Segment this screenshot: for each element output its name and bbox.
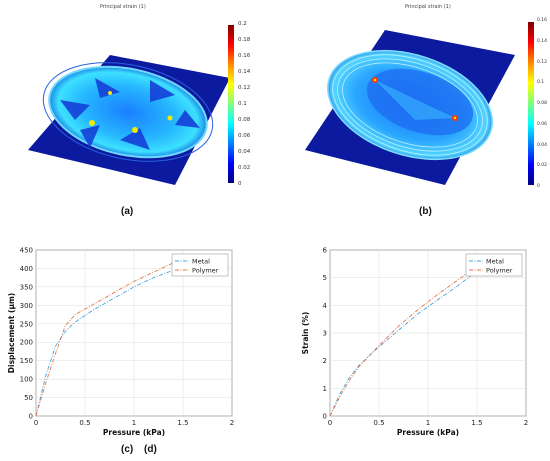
ring-lines xyxy=(332,54,488,156)
x-tick-label: 1.5 xyxy=(177,419,188,427)
panel-b-title: Principal strain (1) xyxy=(405,4,451,10)
series-line-metal xyxy=(329,274,473,417)
legend-box xyxy=(171,253,229,277)
colorbar-tick: 0.08 xyxy=(537,101,548,106)
colorbar-tick: 0.12 xyxy=(238,85,251,91)
y-tick-label: 150 xyxy=(20,357,33,365)
y-tick-label: 6 xyxy=(323,247,328,255)
x-tick-label: 1.5 xyxy=(471,419,482,427)
colorbar-a xyxy=(228,25,234,183)
colorbar-tick: 0.06 xyxy=(238,133,251,139)
x-tick-label: 0 xyxy=(34,419,38,427)
x-axis-label: Pressure (kPa) xyxy=(397,428,459,437)
x-tick-label: 2 xyxy=(524,419,528,427)
panel-b: Principal strain (1) 0 xyxy=(275,0,550,230)
series-line-polymer xyxy=(329,269,473,417)
colorbar-tick: 0.12 xyxy=(537,59,548,65)
colorbar-tick: 0.08 xyxy=(238,117,251,123)
legend-label: Polymer xyxy=(192,267,219,275)
legend-label: Metal xyxy=(486,258,504,266)
y-tick-label: 450 xyxy=(20,247,33,255)
y-tick-label: 0 xyxy=(323,413,327,421)
colorbar-tick: 0.18 xyxy=(238,37,251,43)
y-tick-label: 2 xyxy=(323,357,327,365)
hot-spots xyxy=(89,91,173,133)
colorbar-tick: 0.14 xyxy=(238,69,251,75)
y-tick-label: 50 xyxy=(24,394,33,402)
y-tick-label: 300 xyxy=(20,302,33,310)
y-axis-label: Strain (%) xyxy=(301,312,310,355)
chart-displacement: 0 0.5 1 1.5 2 0 50 100 150 200 250 300 350 400 450 Pres… xyxy=(7,247,234,438)
y-tick-label: 3 xyxy=(323,330,327,338)
colorbar-tick: 0.1 xyxy=(238,101,247,107)
panel-a-title: Principal strain (1) xyxy=(100,4,146,10)
colorbar-tick: 0.04 xyxy=(238,149,251,155)
low-strain-lobes xyxy=(60,78,200,150)
legend-label: Metal xyxy=(192,258,210,266)
x-tick-label: 1 xyxy=(132,419,136,427)
y-tick-label: 250 xyxy=(20,320,33,328)
colorbar-tick: 0.04 xyxy=(537,142,548,148)
x-tick-label: 1 xyxy=(426,419,430,427)
series-line-polymer xyxy=(35,262,174,417)
panel-b-label: (b) xyxy=(419,206,432,217)
y-tick-label: 400 xyxy=(20,265,33,273)
y-tick-label: 100 xyxy=(20,376,33,384)
colorbar-tick: 0.16 xyxy=(537,18,548,23)
series-line-metal xyxy=(35,269,174,417)
x-tick-label: 0 xyxy=(328,419,332,427)
chart-strain: 0 0.5 1 1.5 2 0 1 2 3 4 5 6 Pressure (kPa) Strain (%)… xyxy=(301,247,528,438)
panel-a-label: (a) xyxy=(121,206,134,217)
y-tick-label: 4 xyxy=(323,302,328,310)
y-tick-label: 350 xyxy=(20,283,33,291)
colorbar-tick: 0 xyxy=(537,184,540,189)
panel-b-strain-map xyxy=(305,30,515,185)
panel-a: Principal strain (1) xyxy=(0,0,275,230)
colorbar-tick: 0.2 xyxy=(238,21,247,27)
panel-c-label: (c) xyxy=(121,444,134,455)
colorbar-b xyxy=(528,22,534,185)
y-tick-label: 1 xyxy=(323,385,327,393)
colorbar-tick: 0.06 xyxy=(537,121,548,127)
x-tick-label: 0.5 xyxy=(79,419,90,427)
x-axis-label: Pressure (kPa) xyxy=(103,428,165,437)
colorbar-tick: 0.02 xyxy=(537,163,548,169)
y-axis-label: Displacement (μm) xyxy=(7,293,16,373)
panel-a-strain-map xyxy=(28,55,230,185)
legend-label: Polymer xyxy=(486,267,513,275)
colorbar-tick: 0 xyxy=(238,181,242,187)
colorbar-b-ticks: 0.16 0.14 0.12 0.1 0.08 0.06 0.04 0.02 0 xyxy=(537,18,547,189)
colorbar-tick: 0.16 xyxy=(238,53,251,59)
colorbar-tick: 0.14 xyxy=(537,38,548,44)
panel-d-label: (d) xyxy=(144,444,157,455)
legend-box xyxy=(465,253,523,277)
colorbar-tick: 0.02 xyxy=(238,165,251,171)
y-tick-label: 200 xyxy=(20,339,33,347)
colorbar-tick: 0.1 xyxy=(537,80,545,86)
x-tick-label: 0.5 xyxy=(373,419,384,427)
x-tick-label: 2 xyxy=(230,419,234,427)
y-tick-label: 0 xyxy=(29,413,33,421)
colorbar-a-ticks: 0.2 0.18 0.16 0.14 0.12 0.1 0.08 0.06 0.… xyxy=(238,21,250,187)
y-tick-label: 5 xyxy=(323,274,327,282)
